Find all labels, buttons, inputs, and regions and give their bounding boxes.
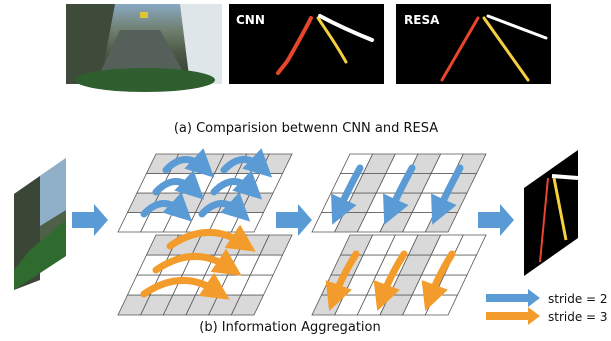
orange-arrow-icon	[486, 307, 540, 325]
grid-cell	[259, 234, 293, 256]
legend-label-stride3: stride = 3	[548, 310, 608, 324]
aggregation-arrows	[140, 148, 464, 312]
process-arrow-2	[276, 204, 312, 236]
process-arrow-3	[478, 204, 514, 236]
legend: stride = 2 stride = 3	[486, 289, 608, 325]
legend-item-stride3: stride = 3	[486, 307, 608, 325]
grid-bottom-left	[117, 234, 293, 316]
resa-output-panel: RESA	[396, 4, 551, 84]
grid-cell	[453, 234, 487, 256]
cnn-label: CNN	[236, 13, 265, 27]
legend-label-stride2: stride = 2	[548, 292, 608, 306]
caption-b: (b) Information Aggregation	[199, 320, 381, 335]
cnn-output-panel: CNN	[229, 4, 384, 84]
caption-a: (a) Comparision betwenn CNN and RESA	[174, 121, 438, 136]
resa-label: RESA	[404, 13, 440, 27]
road-photo	[66, 4, 222, 92]
output-lane-panel	[524, 150, 579, 276]
blue-arrow-icon	[486, 289, 540, 307]
grid-bottom-right	[311, 234, 487, 316]
legend-item-stride2: stride = 2	[486, 289, 608, 307]
process-arrow-1	[72, 204, 108, 236]
input-feature-photo	[14, 158, 66, 290]
